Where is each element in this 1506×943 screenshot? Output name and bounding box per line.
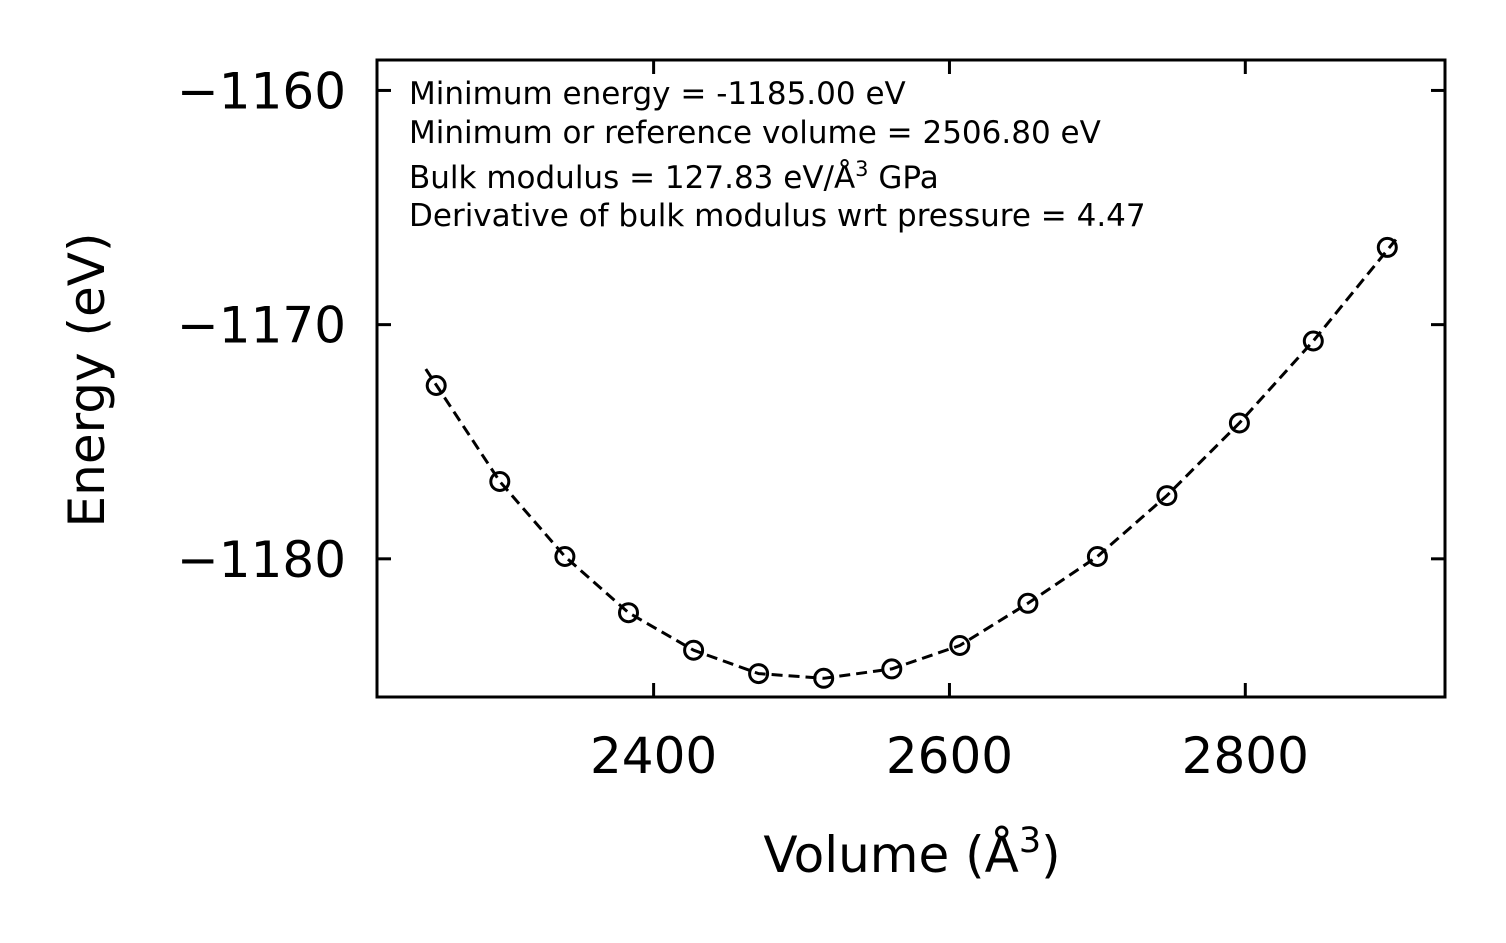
plot-marks [424, 234, 1401, 689]
bulk-modulus-superscript: 3 [855, 157, 868, 181]
annotation-bulk-modulus: Bulk modulus = 127.83 eV/Å3 GPa [409, 157, 939, 196]
data-point [949, 635, 971, 656]
x-tick-label: 2400 [590, 727, 717, 785]
data-point [881, 658, 903, 680]
x-tick-label: 2600 [886, 727, 1013, 785]
annotation-bulk-modulus-derivative: Derivative of bulk modulus wrt pressure … [409, 198, 1146, 234]
y-tick-label: −1160 [177, 62, 346, 120]
plot-frame [375, 58, 1447, 699]
data-point [813, 667, 835, 689]
x-axis-label-close: ) [1041, 826, 1061, 884]
data-point [1156, 485, 1178, 507]
data-point [1302, 330, 1324, 352]
axis-ticks: 2400 2600 2800 −1160 −1170 −1180 [177, 60, 1445, 785]
data-point [425, 375, 447, 396]
annotation-box: Minimum energy = -1185.00 eV Minimum or … [409, 76, 1146, 234]
data-point [683, 639, 705, 661]
y-tick-label: −1180 [177, 531, 346, 589]
x-axis-label-superscript: 3 [1019, 821, 1041, 861]
data-point [618, 602, 639, 624]
fit-curve [424, 234, 1401, 680]
y-tick-label: −1170 [177, 297, 346, 355]
x-axis-label: Volume (Å3) [763, 821, 1060, 884]
data-point [489, 471, 511, 492]
y-axis-label: Energy (eV) [58, 233, 116, 528]
data-point [1017, 592, 1039, 614]
data-point [1228, 412, 1250, 434]
data-point [1376, 236, 1398, 258]
bulk-modulus-unit: GPa [869, 160, 939, 196]
bulk-modulus-text: Bulk modulus = 127.83 eV/Å [409, 160, 855, 196]
annotation-min-energy: Minimum energy = -1185.00 eV [409, 76, 906, 112]
data-point [1086, 546, 1108, 567]
annotation-ref-volume: Minimum or reference volume = 2506.80 eV [409, 115, 1101, 151]
x-axis-label-text: Volume (Å [763, 826, 1019, 884]
data-point [554, 546, 576, 567]
data-point [748, 663, 770, 685]
x-tick-label: 2800 [1182, 727, 1309, 785]
